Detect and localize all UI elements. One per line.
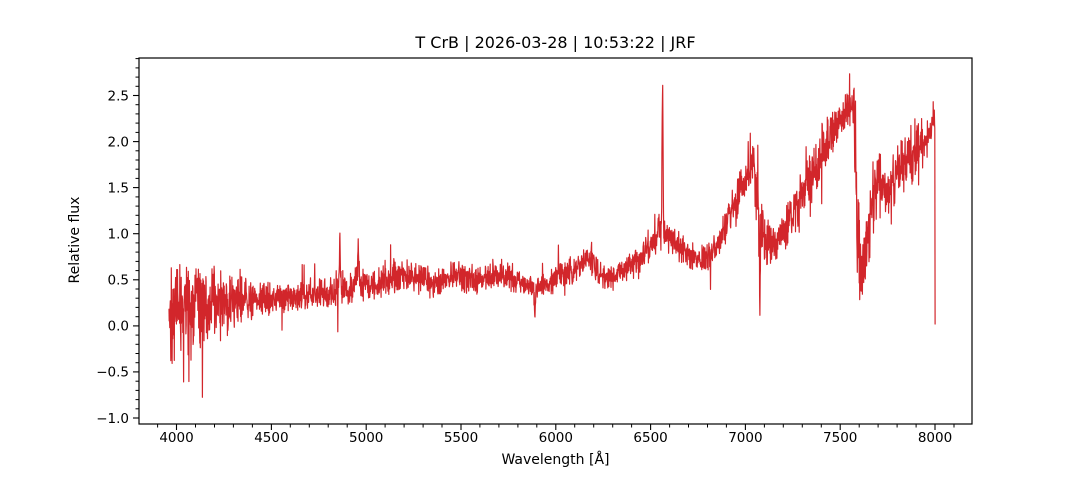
x-tick-label: 4000 xyxy=(159,430,193,446)
x-tick-label: 6500 xyxy=(633,430,667,446)
y-tick-label: 2.0 xyxy=(108,134,129,150)
spectrum-line xyxy=(168,73,936,398)
x-tick-label: 5000 xyxy=(349,430,383,446)
x-tick-label: 7500 xyxy=(823,430,857,446)
x-tick-label: 7000 xyxy=(728,430,762,446)
x-tick-label: 4500 xyxy=(254,430,288,446)
x-tick-label: 5500 xyxy=(444,430,478,446)
y-axis-label: Relative flux xyxy=(67,196,83,284)
y-tick-label: −0.5 xyxy=(96,365,129,381)
plot-title: T CrB | 2026-03-28 | 10:53:22 | JRF xyxy=(415,33,696,52)
y-tick-label: 1.0 xyxy=(108,227,129,243)
y-tick-label: 0.5 xyxy=(108,273,129,289)
y-tick-label: 0.0 xyxy=(108,319,129,335)
x-axis-label: Wavelength [Å] xyxy=(501,452,610,468)
y-tick-label: 2.5 xyxy=(108,88,129,104)
y-tick-label: −1.0 xyxy=(96,411,129,427)
y-tick-label: 1.5 xyxy=(108,180,129,196)
x-tick-label: 6000 xyxy=(539,430,573,446)
x-tick-label: 8000 xyxy=(918,430,952,446)
